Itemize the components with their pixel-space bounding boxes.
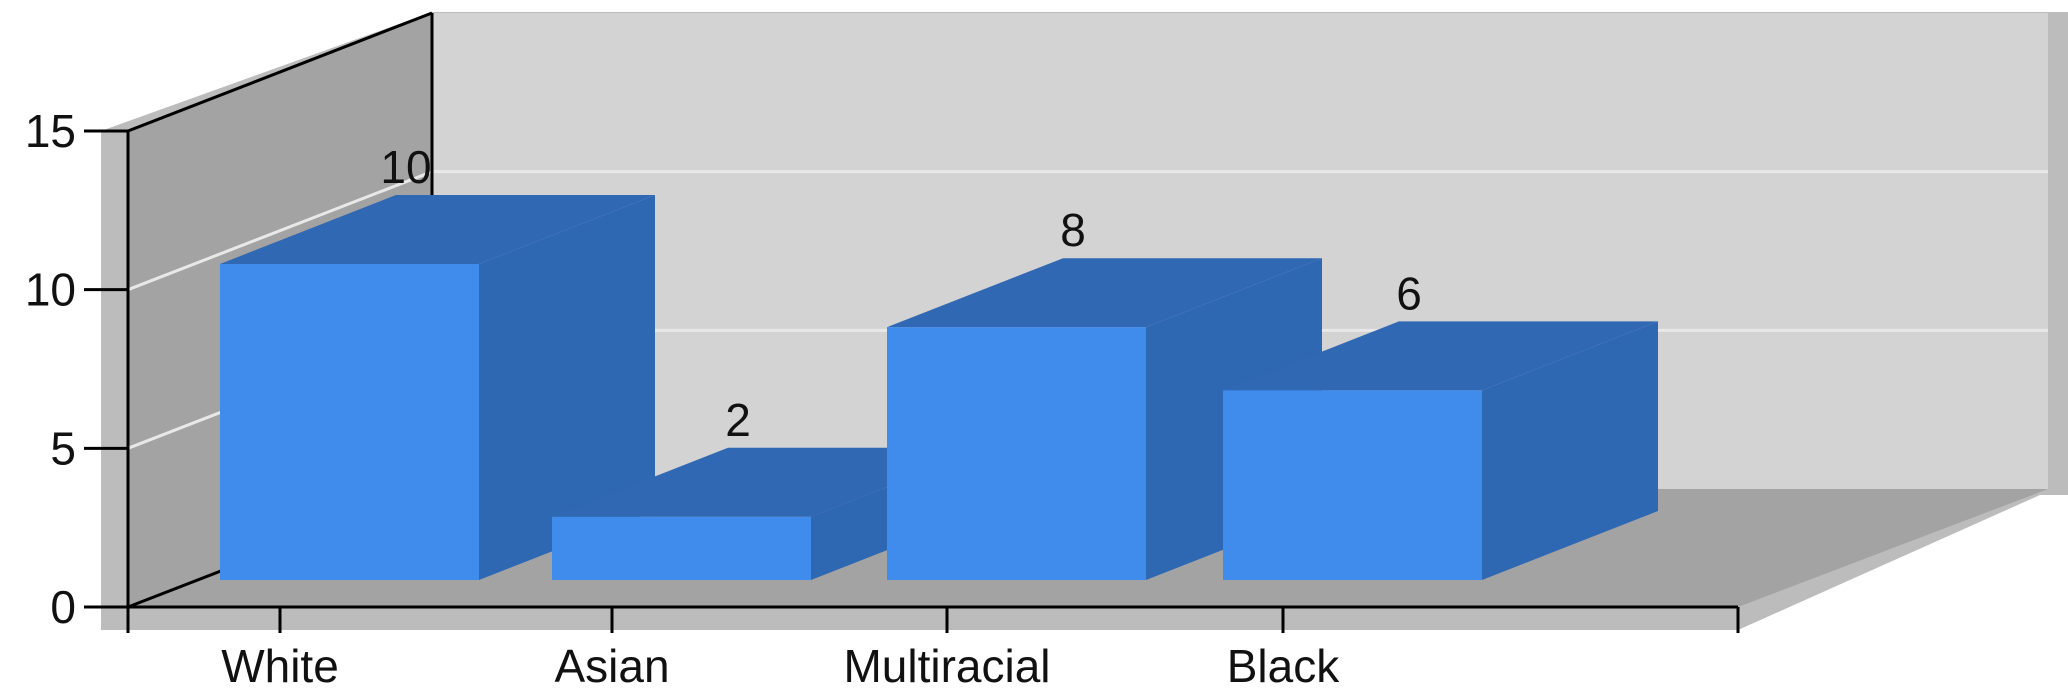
y-tick-label-3: 15	[25, 105, 76, 157]
left-wall-top-edge	[127, 11, 433, 133]
labels: 0 5 10 15 10 White 2 Asian 8 Multiracial 6 Black	[25, 105, 1422, 690]
bar-3	[1223, 390, 1482, 580]
data-label-1: 2	[725, 394, 751, 446]
bar-top-2	[887, 258, 1322, 328]
bar-2	[887, 327, 1146, 580]
bars	[220, 195, 1658, 580]
bar-side-0	[479, 195, 655, 580]
bar-top-1	[552, 447, 987, 517]
category-label-2: Multiracial	[843, 640, 1050, 690]
category-label-0: White	[221, 640, 339, 690]
bar-1	[552, 516, 811, 580]
category-label-1: Asian	[554, 640, 669, 690]
data-label-3: 6	[1396, 267, 1422, 319]
bar-0	[220, 264, 479, 580]
category-label-3: Black	[1227, 640, 1340, 690]
data-label-2: 8	[1060, 204, 1086, 256]
y-tick-label-2: 10	[25, 264, 76, 316]
y-tick-label-0: 0	[50, 581, 76, 633]
bar-top-3	[1223, 321, 1658, 391]
bar-side-3	[1482, 321, 1658, 580]
y-tick-label-1: 5	[50, 422, 76, 474]
data-label-0: 10	[380, 141, 431, 193]
gridline-left-2	[127, 170, 433, 292]
bar-top-0	[220, 195, 655, 264]
